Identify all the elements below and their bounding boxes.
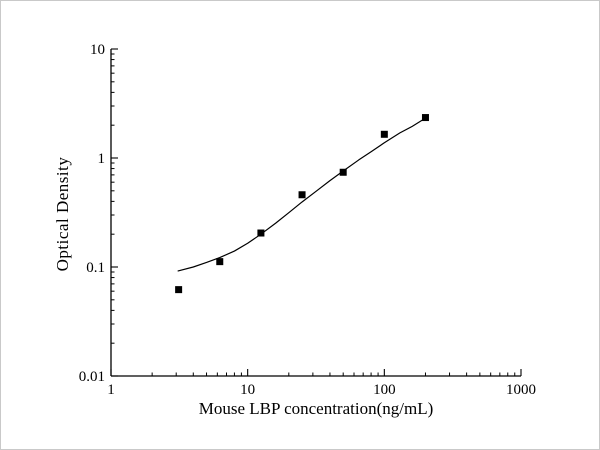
- data-point: [421, 114, 429, 122]
- data-point: [339, 168, 347, 176]
- y-tick-label: 0.01: [79, 369, 105, 385]
- x-axis-title: Mouse LBP concentration(ng/mL): [198, 399, 434, 418]
- data-point: [175, 286, 183, 294]
- y-tick-label: 10: [90, 42, 105, 58]
- data-point: [380, 130, 388, 138]
- x-tick-label: 10: [240, 382, 255, 398]
- x-tick-label: 1000: [506, 382, 536, 398]
- y-tick-label: 1: [98, 151, 106, 167]
- data-point: [298, 191, 306, 199]
- y-tick-label: 0.1: [86, 260, 105, 276]
- fit-curve: [177, 117, 427, 272]
- data-point: [257, 229, 265, 237]
- x-tick-label: 1: [107, 382, 115, 398]
- y-axis-title: Optical Density: [53, 156, 72, 272]
- x-tick-label: 100: [373, 382, 396, 398]
- data-point: [216, 258, 224, 266]
